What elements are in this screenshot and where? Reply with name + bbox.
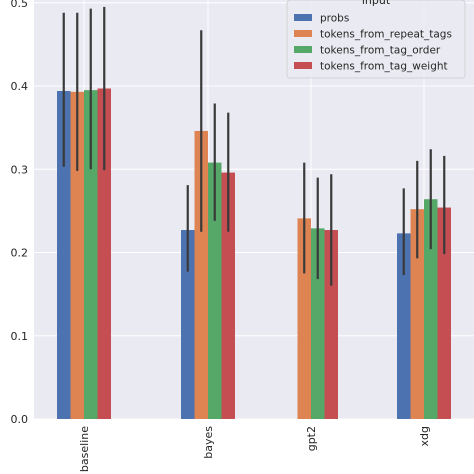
bar-tokens_from_tag_weight	[221, 172, 235, 419]
y-tick-label: 0.5	[11, 0, 29, 10]
legend-box	[286, 0, 466, 79]
bar-tokens_from_tag_order	[84, 90, 98, 419]
bar-tokens_from_repeat_tags	[194, 130, 208, 419]
legend-label: tokens_from_tag_order	[320, 45, 441, 57]
bar-tokens_from_tag_order	[424, 199, 438, 419]
y-tick-label: 0.4	[11, 80, 29, 93]
axis-labels: 0.0 0.1 0.2 0.3 0.4 0.5 baseline bayes gpt2 xdg	[11, 0, 432, 472]
legend-swatch	[294, 46, 312, 53]
legend-items: probs tokens_from_repeat_tags tokens_from_…	[294, 13, 452, 73]
bar-tokens_from_tag_order	[311, 228, 325, 419]
error-bars	[62, 6, 446, 286]
bar-tokens_from_tag_order	[208, 162, 222, 419]
bar-probs	[181, 230, 195, 419]
bar-probs	[57, 90, 71, 420]
legend-swatch	[294, 62, 312, 69]
bar-tokens_from_tag_weight	[324, 230, 338, 419]
legend-swatch	[294, 30, 312, 37]
bar-tokens_from_repeat_tags	[410, 209, 424, 419]
x-tick-label: baseline	[78, 426, 91, 472]
legend-label: tokens_from_tag_weight	[320, 61, 448, 73]
legend-label: probs	[320, 13, 349, 25]
x-tick-label: bayes	[202, 426, 215, 459]
y-tick-label: 0.3	[11, 163, 29, 176]
legend-swatch	[294, 14, 312, 21]
bar-tokens_from_tag_weight	[437, 207, 451, 419]
legend-title: input	[362, 0, 391, 7]
bars	[57, 88, 451, 420]
bar-tokens_from_repeat_tags	[70, 91, 84, 419]
bar-probs	[397, 233, 411, 419]
y-tick-label: 0.0	[11, 413, 29, 426]
bar-tokens_from_tag_weight	[97, 88, 111, 419]
legend-label: tokens_from_repeat_tags	[320, 29, 452, 41]
legend: input probs tokens_from_repeat_tagstokens…	[286, 0, 466, 79]
x-tick-label: gpt2	[305, 426, 318, 451]
y-tick-label: 0.2	[11, 247, 29, 260]
y-tick-label: 0.1	[11, 330, 29, 343]
bar-tokens_from_repeat_tags	[297, 218, 311, 419]
x-tick-label: xdg	[418, 426, 431, 446]
